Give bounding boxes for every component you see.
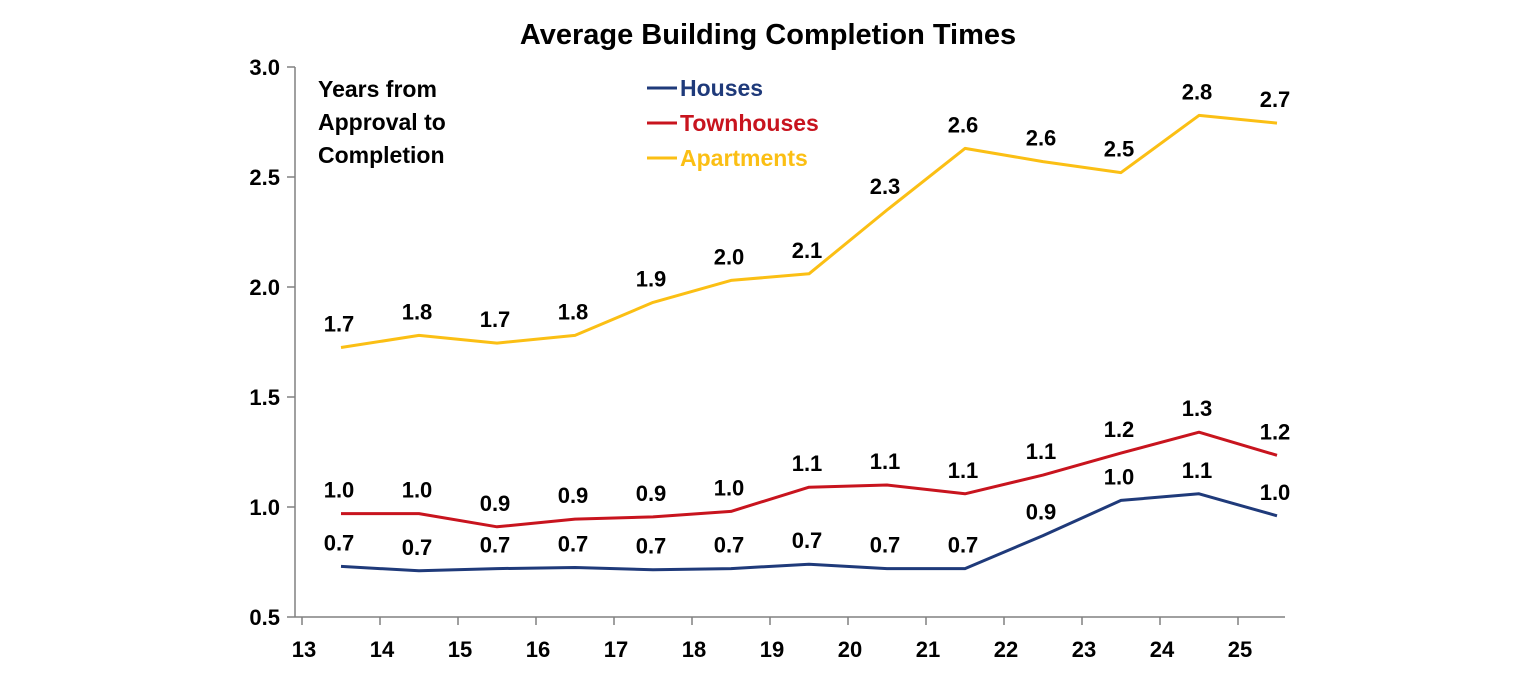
data-label-apartments: 2.0 xyxy=(714,244,745,269)
data-label-townhouses: 1.0 xyxy=(324,478,355,503)
y-tick-label: 1.5 xyxy=(249,385,280,410)
data-label-apartments: 2.7 xyxy=(1260,87,1291,112)
data-label-houses: 1.1 xyxy=(1182,458,1213,483)
data-label-apartments: 2.5 xyxy=(1104,137,1135,162)
data-label-houses: 0.7 xyxy=(402,535,433,560)
x-tick-label: 13 xyxy=(292,637,316,662)
data-label-houses: 0.7 xyxy=(792,528,823,553)
x-tick-label: 18 xyxy=(682,637,706,662)
data-label-townhouses: 1.3 xyxy=(1182,396,1213,421)
data-label-apartments: 2.3 xyxy=(870,174,901,199)
legend-label: Townhouses xyxy=(680,110,819,136)
data-label-apartments: 2.6 xyxy=(1026,126,1057,151)
chart-title: Average Building Completion Times xyxy=(520,19,1016,51)
data-label-houses: 1.0 xyxy=(1260,480,1291,505)
legend-label: Apartments xyxy=(680,145,808,171)
x-tick-label: 21 xyxy=(916,637,940,662)
data-label-townhouses: 1.0 xyxy=(714,475,745,500)
data-label-apartments: 2.8 xyxy=(1182,79,1213,104)
annotation: Years from Approval to Completion xyxy=(318,76,446,168)
annotation-line: Completion xyxy=(318,142,445,168)
legend: Houses Townhouses Apartments xyxy=(647,75,819,171)
x-tick-label: 25 xyxy=(1228,637,1252,662)
annotation-line: Approval to xyxy=(318,109,446,135)
x-tick-label: 19 xyxy=(760,637,784,662)
y-tick-label: 0.5 xyxy=(249,605,280,630)
series-lines xyxy=(340,113,1278,573)
y-tick-label: 2.5 xyxy=(249,165,280,190)
data-label-townhouses: 0.9 xyxy=(480,491,511,516)
data-label-townhouses: 1.2 xyxy=(1104,417,1135,442)
axes: 0.5 1.0 1.5 2.0 2.5 3.0 13 14 15 16 17 18 19 20 21 22 23… xyxy=(249,55,1285,662)
data-label-houses: 0.7 xyxy=(558,532,589,557)
annotation-line: Years from xyxy=(318,76,437,102)
x-tick-label: 24 xyxy=(1150,637,1175,662)
data-label-houses: 0.7 xyxy=(480,533,511,558)
x-tick-label: 23 xyxy=(1072,637,1096,662)
data-label-apartments: 2.1 xyxy=(792,238,823,263)
data-label-townhouses: 1.0 xyxy=(402,478,433,503)
y-tick-label: 1.0 xyxy=(249,495,280,520)
series-line-houses xyxy=(340,492,1278,573)
data-label-townhouses: 1.2 xyxy=(1260,419,1291,444)
data-label-apartments: 1.8 xyxy=(558,299,589,324)
data-labels: 0.7 0.7 0.7 0.7 0.7 0.7 0.7 0.7 0.7 0.9 1.0 1.1 1.0 1… xyxy=(324,79,1291,559)
data-label-houses: 0.9 xyxy=(1026,500,1057,525)
x-tick-label: 22 xyxy=(994,637,1018,662)
data-label-houses: 0.7 xyxy=(948,533,979,558)
data-label-houses: 0.7 xyxy=(324,530,355,555)
data-label-townhouses: 0.9 xyxy=(636,481,667,506)
data-label-apartments: 1.8 xyxy=(402,299,433,324)
data-label-houses: 1.0 xyxy=(1104,464,1135,489)
data-label-houses: 0.7 xyxy=(636,534,667,559)
x-tick-label: 16 xyxy=(526,637,550,662)
x-tick-label: 20 xyxy=(838,637,862,662)
data-label-townhouses: 0.9 xyxy=(558,483,589,508)
x-tick-label: 15 xyxy=(448,637,472,662)
data-label-apartments: 1.7 xyxy=(324,312,355,337)
data-label-townhouses: 1.1 xyxy=(948,458,979,483)
legend-label: Houses xyxy=(680,75,763,101)
data-label-apartments: 2.6 xyxy=(948,112,979,137)
series-line-apartments xyxy=(340,113,1278,349)
data-label-townhouses: 1.1 xyxy=(792,451,823,476)
data-label-apartments: 1.9 xyxy=(636,266,667,291)
y-tick-label: 3.0 xyxy=(249,55,280,80)
series-line-townhouses xyxy=(341,430,1278,529)
data-label-houses: 0.7 xyxy=(714,533,745,558)
y-tick-label: 2.0 xyxy=(249,275,280,300)
x-tick-label: 14 xyxy=(370,637,395,662)
data-label-apartments: 1.7 xyxy=(480,307,511,332)
x-tick-label: 17 xyxy=(604,637,628,662)
data-label-houses: 0.7 xyxy=(870,533,901,558)
data-label-townhouses: 1.1 xyxy=(870,449,901,474)
data-label-townhouses: 1.1 xyxy=(1026,439,1057,464)
